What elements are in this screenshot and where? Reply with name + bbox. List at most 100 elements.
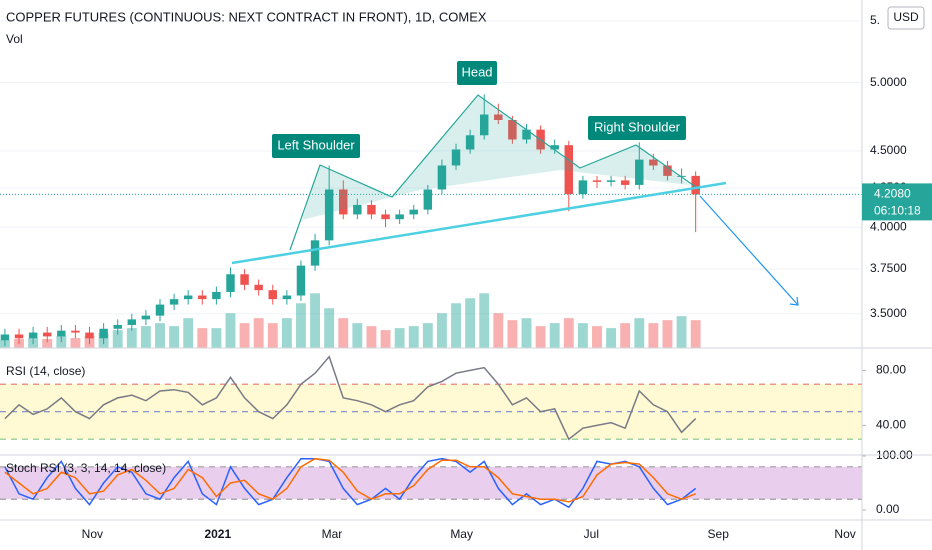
candle-body	[296, 265, 306, 296]
chart-title: COPPER FUTURES (CONTINUOUS: NEXT CONTRAC…	[6, 9, 487, 24]
volume-label: Vol	[6, 32, 23, 46]
volume-bar	[225, 313, 236, 348]
candle-body	[691, 175, 700, 195]
x-tick-label: Nov	[82, 527, 103, 541]
volume-bar	[451, 303, 461, 348]
candle-body	[198, 295, 207, 300]
volume-bar	[408, 326, 419, 348]
y-tick-label: 40.00	[876, 418, 906, 432]
volume-bar	[366, 326, 377, 348]
candle-body	[635, 159, 644, 185]
candle-body	[169, 299, 179, 305]
volume-bar	[183, 318, 194, 348]
candle-body	[324, 189, 334, 241]
candle-body	[663, 165, 672, 176]
candle-body	[465, 135, 475, 150]
x-tick-label: Nov	[834, 527, 855, 541]
candle-body	[522, 129, 531, 140]
band-fill	[0, 466, 862, 500]
arrow-head	[789, 296, 799, 306]
series-line	[4, 457, 697, 509]
candle-body	[226, 274, 235, 292]
volume-bar	[606, 328, 617, 348]
candle-body	[649, 159, 658, 166]
candle-body	[339, 189, 348, 215]
volume-bar	[549, 323, 560, 348]
y-tick-label: 80.00	[876, 363, 906, 377]
annotation: Right Shoulder	[588, 116, 686, 140]
candle-body	[85, 332, 94, 339]
volume-bar	[521, 318, 532, 348]
candle-body	[268, 290, 277, 300]
volume-bar	[324, 308, 335, 348]
volume-bar	[648, 323, 659, 348]
volume-bar	[155, 323, 165, 348]
volume-bar	[352, 323, 363, 348]
volume-bar	[577, 323, 588, 348]
y-tick-label: 4.5000	[870, 143, 907, 157]
candle-body	[606, 180, 616, 182]
pattern-line	[289, 94, 701, 251]
volume-bar	[493, 313, 504, 348]
y-tick-label: 5.	[870, 13, 880, 27]
candle-body	[113, 324, 122, 329]
volume-bar	[465, 298, 476, 348]
x-tick-label: 2021	[204, 527, 231, 541]
volume-bar	[620, 323, 631, 348]
candle-body	[240, 274, 249, 285]
countdown: 06:10:18	[874, 204, 921, 218]
candle-body	[395, 214, 404, 220]
volume-bar	[422, 323, 433, 348]
series-line	[4, 355, 697, 441]
candle-body	[620, 180, 630, 185]
candle-body	[141, 315, 151, 320]
annotation: Head	[457, 61, 497, 85]
volume-bar	[592, 326, 602, 348]
volume-bar	[507, 320, 518, 348]
volume-bar	[281, 318, 292, 348]
series-line	[4, 457, 696, 503]
candle-body	[437, 165, 447, 190]
volume-bar	[296, 303, 306, 348]
target-arrow	[699, 195, 799, 306]
volume-bar	[239, 323, 250, 348]
x-tick-label: Jul	[584, 527, 599, 541]
x-tick-label: May	[450, 527, 473, 541]
candle-body	[99, 328, 108, 339]
rsi-title: RSI (14, close)	[6, 364, 85, 378]
candle-body	[423, 189, 433, 210]
x-tick-label: Sep	[708, 527, 730, 541]
volume-bar	[211, 328, 222, 348]
candle-body	[183, 295, 193, 300]
volume-bar	[42, 339, 53, 348]
volume-bar	[634, 318, 645, 348]
volume-bar	[253, 318, 264, 348]
currency-box[interactable]	[887, 6, 925, 30]
last-price-label: 4.2080	[874, 187, 911, 201]
volume-bar	[436, 313, 447, 348]
candle-body	[550, 145, 559, 150]
candle-body	[508, 119, 517, 140]
candle-body	[564, 145, 574, 195]
candle-body	[367, 204, 376, 215]
volume-bar	[140, 326, 151, 348]
volume-bar	[662, 320, 673, 348]
candle-body	[42, 332, 52, 337]
currency: USD	[893, 10, 919, 24]
annotation-text: Right Shoulder	[594, 119, 681, 134]
volume-bar	[169, 326, 180, 348]
candle-body	[282, 295, 292, 300]
volume-bar	[676, 316, 687, 348]
annotation-text: Left Shoulder	[277, 137, 355, 152]
volume-bar	[690, 320, 701, 348]
candle-body	[592, 180, 602, 182]
overlay: 4.2080 06:10:18	[862, 183, 932, 221]
x-tick-label: Mar	[322, 527, 343, 541]
candle-body	[578, 180, 588, 195]
candle-body	[71, 330, 80, 333]
volume-bar	[338, 318, 349, 348]
y-tick-label: 0.00	[876, 502, 900, 516]
candle-body	[494, 114, 503, 120]
volume-bar	[267, 323, 278, 348]
